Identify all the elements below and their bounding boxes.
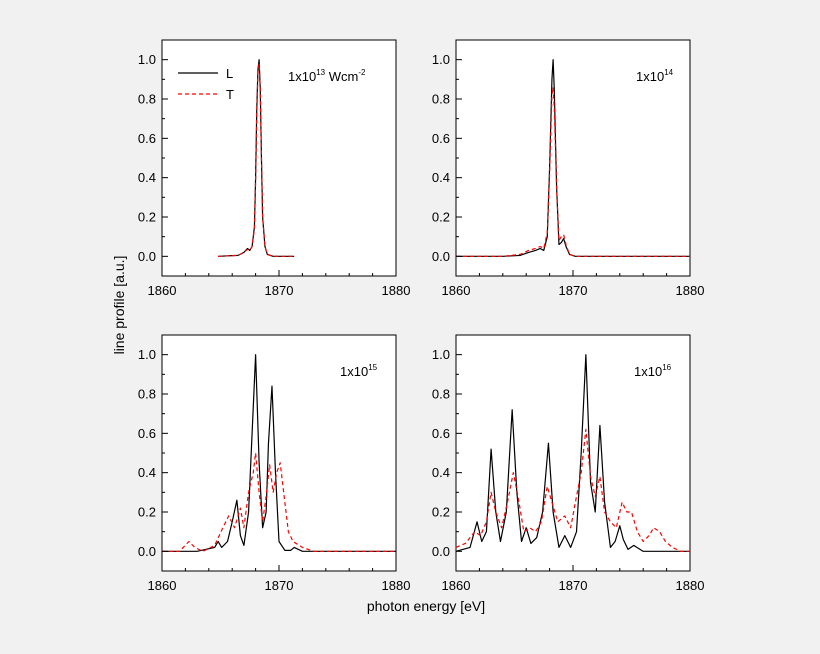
x-axis-title: photon energy [eV] — [367, 598, 485, 614]
x-tick-label: 1870 — [265, 283, 294, 298]
y-tick-label: 0.2 — [138, 210, 156, 225]
x-tick-label: 1880 — [676, 283, 705, 298]
x-tick-label: 1860 — [442, 578, 471, 593]
series-line-T — [456, 86, 690, 257]
panel-1e14 — [455, 39, 691, 277]
x-tick-label: 1870 — [559, 578, 588, 593]
y-tick-label: 0.0 — [432, 544, 450, 559]
panel-annotation: 1x1015 — [340, 363, 378, 379]
y-tick-label: 0.8 — [138, 387, 156, 402]
panel-2-marks: 1860 1870 1880 0.0 0.2 0.4 0.6 0.8 1.0 — [138, 347, 411, 593]
y-tick-label: 0.8 — [432, 387, 450, 402]
y-tick-label: 0.0 — [138, 544, 156, 559]
panel-annotation: 1x1016 — [634, 363, 672, 379]
x-tick-label: 1870 — [265, 578, 294, 593]
y-tick-label: 0.8 — [432, 92, 450, 107]
y-tick-label: 0.0 — [432, 249, 450, 264]
y-tick-label: 1.0 — [138, 347, 156, 362]
series-line-T — [455, 428, 690, 552]
legend-label-L: L — [226, 66, 233, 81]
y-tick-label: 0.6 — [432, 131, 450, 146]
x-tick-label: 1880 — [676, 578, 705, 593]
y-tick-label: 0.6 — [432, 426, 450, 441]
y-tick-label: 1.0 — [432, 52, 450, 67]
y-tick-label: 0.6 — [138, 131, 156, 146]
y-tick-label: 0.6 — [138, 426, 156, 441]
x-tick-label: 1860 — [148, 578, 177, 593]
plot-frame — [455, 39, 691, 277]
y-tick-label: 0.2 — [432, 505, 450, 520]
y-tick-label: 1.0 — [432, 347, 450, 362]
y-tick-label: 0.8 — [138, 92, 156, 107]
panel-annotation: 1x1013 Wcm-2 — [288, 68, 366, 84]
y-tick-label: 0.2 — [138, 505, 156, 520]
series-line-T — [218, 63, 295, 257]
y-tick-label: 0.0 — [138, 249, 156, 264]
x-tick-label: 1860 — [148, 283, 177, 298]
panel-3-marks: 1860 1870 1880 0.0 0.2 0.4 0.6 0.8 1.0 — [432, 347, 705, 593]
y-tick-label: 0.4 — [138, 170, 156, 185]
series-line-L — [455, 354, 690, 552]
panel-annotation: 1x1014 — [636, 68, 674, 84]
y-tick-label: 0.4 — [432, 465, 450, 480]
x-tick-label: 1880 — [382, 283, 411, 298]
series-line-L — [162, 354, 396, 552]
y-tick-label: 0.4 — [432, 170, 450, 185]
legend-label-T: T — [226, 87, 234, 102]
y-tick-label: 1.0 — [138, 52, 156, 67]
y-tick-label: 0.2 — [432, 210, 450, 225]
x-tick-label: 1860 — [442, 283, 471, 298]
series-line-T — [162, 452, 396, 552]
panel-0-marks: 1860 1870 1880 0.0 0.2 0.4 0.6 0.8 1.0 — [138, 52, 411, 298]
x-tick-label: 1880 — [382, 578, 411, 593]
panel-1-marks: 1860 1870 1880 0.0 0.2 0.4 0.6 0.8 1.0 — [432, 52, 705, 298]
legend: L T — [178, 66, 234, 102]
y-tick-label: 0.4 — [138, 465, 156, 480]
x-tick-label: 1870 — [559, 283, 588, 298]
y-axis-title: line profile [a.u.] — [111, 256, 127, 355]
plot-frame — [161, 39, 397, 277]
series-line-L — [218, 59, 295, 257]
panel-1e13 — [161, 39, 397, 277]
